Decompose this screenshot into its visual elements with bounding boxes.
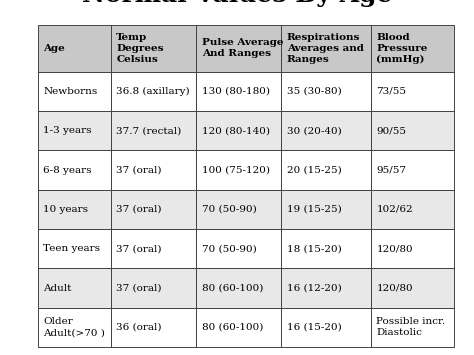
Text: 100 (75-120): 100 (75-120) [201, 165, 270, 175]
Bar [282, 190, 371, 229]
Bar [196, 151, 282, 190]
Text: 16 (12-20): 16 (12-20) [287, 284, 342, 293]
Text: 20 (15-25): 20 (15-25) [287, 165, 342, 175]
Bar [371, 25, 454, 72]
Bar [196, 229, 282, 268]
Text: Respirations
Averages and
Ranges: Respirations Averages and Ranges [287, 33, 364, 64]
Text: 95/57: 95/57 [376, 165, 406, 175]
Bar [282, 229, 371, 268]
Bar [371, 268, 454, 308]
Bar [111, 111, 196, 151]
Text: 37 (oral): 37 (oral) [116, 284, 162, 293]
Text: Teen years: Teen years [44, 244, 100, 253]
Bar [38, 111, 111, 151]
Text: 80 (60-100): 80 (60-100) [201, 284, 263, 293]
Bar [196, 72, 282, 111]
Bar [371, 190, 454, 229]
Text: 70 (50-90): 70 (50-90) [201, 205, 256, 214]
Bar [282, 25, 371, 72]
Text: 35 (30-80): 35 (30-80) [287, 87, 342, 96]
Text: 30 (20-40): 30 (20-40) [287, 126, 342, 135]
Text: 37.7 (rectal): 37.7 (rectal) [116, 126, 182, 135]
Text: Newborns: Newborns [44, 87, 98, 96]
Text: Pulse Average
And Ranges: Pulse Average And Ranges [201, 38, 283, 58]
Bar [282, 268, 371, 308]
Text: Temp
Degrees
Celsius: Temp Degrees Celsius [116, 33, 164, 64]
Text: 18 (15-20): 18 (15-20) [287, 244, 342, 253]
Text: 130 (80-180): 130 (80-180) [201, 87, 270, 96]
Bar [196, 25, 282, 72]
Text: 19 (15-25): 19 (15-25) [287, 205, 342, 214]
Text: Adult: Adult [44, 284, 72, 293]
Text: 36 (oral): 36 (oral) [116, 323, 162, 332]
Bar [38, 190, 111, 229]
Text: 37 (oral): 37 (oral) [116, 165, 162, 175]
Text: 70 (50-90): 70 (50-90) [201, 244, 256, 253]
Text: 1-3 years: 1-3 years [44, 126, 92, 135]
Bar [38, 25, 111, 72]
Text: 36.8 (axillary): 36.8 (axillary) [116, 87, 190, 96]
Bar [38, 72, 111, 111]
Text: 37 (oral): 37 (oral) [116, 244, 162, 253]
Text: 120 (80-140): 120 (80-140) [201, 126, 270, 135]
Bar [371, 229, 454, 268]
Text: 80 (60-100): 80 (60-100) [201, 323, 263, 332]
Bar [282, 151, 371, 190]
Bar [111, 308, 196, 347]
Bar [371, 308, 454, 347]
Bar [111, 72, 196, 111]
Text: 73/55: 73/55 [376, 87, 406, 96]
Bar [196, 190, 282, 229]
Bar [111, 190, 196, 229]
Text: Older
Adult(>70 ): Older Adult(>70 ) [44, 317, 105, 337]
Bar [111, 25, 196, 72]
Bar [282, 72, 371, 111]
Bar [111, 151, 196, 190]
Text: 10 years: 10 years [44, 205, 89, 214]
Bar [38, 151, 111, 190]
Text: 37 (oral): 37 (oral) [116, 205, 162, 214]
Bar [282, 111, 371, 151]
Bar [196, 268, 282, 308]
Text: Normal Values By Age: Normal Values By Age [82, 0, 392, 7]
Text: 6-8 years: 6-8 years [44, 165, 92, 175]
Bar [371, 72, 454, 111]
Bar [196, 111, 282, 151]
Bar [371, 111, 454, 151]
Bar [111, 229, 196, 268]
Text: Age: Age [44, 44, 65, 53]
Text: 120/80: 120/80 [376, 284, 413, 293]
Bar [38, 268, 111, 308]
Bar [111, 268, 196, 308]
Text: 102/62: 102/62 [376, 205, 413, 214]
Text: 90/55: 90/55 [376, 126, 406, 135]
Text: 120/80: 120/80 [376, 244, 413, 253]
Text: Blood
Pressure
(mmHg): Blood Pressure (mmHg) [376, 33, 428, 64]
Text: Possible incr.
Diastolic: Possible incr. Diastolic [376, 317, 446, 337]
Bar [38, 308, 111, 347]
Bar [282, 308, 371, 347]
Text: 16 (15-20): 16 (15-20) [287, 323, 342, 332]
Bar [196, 308, 282, 347]
Bar [38, 229, 111, 268]
Bar [371, 151, 454, 190]
